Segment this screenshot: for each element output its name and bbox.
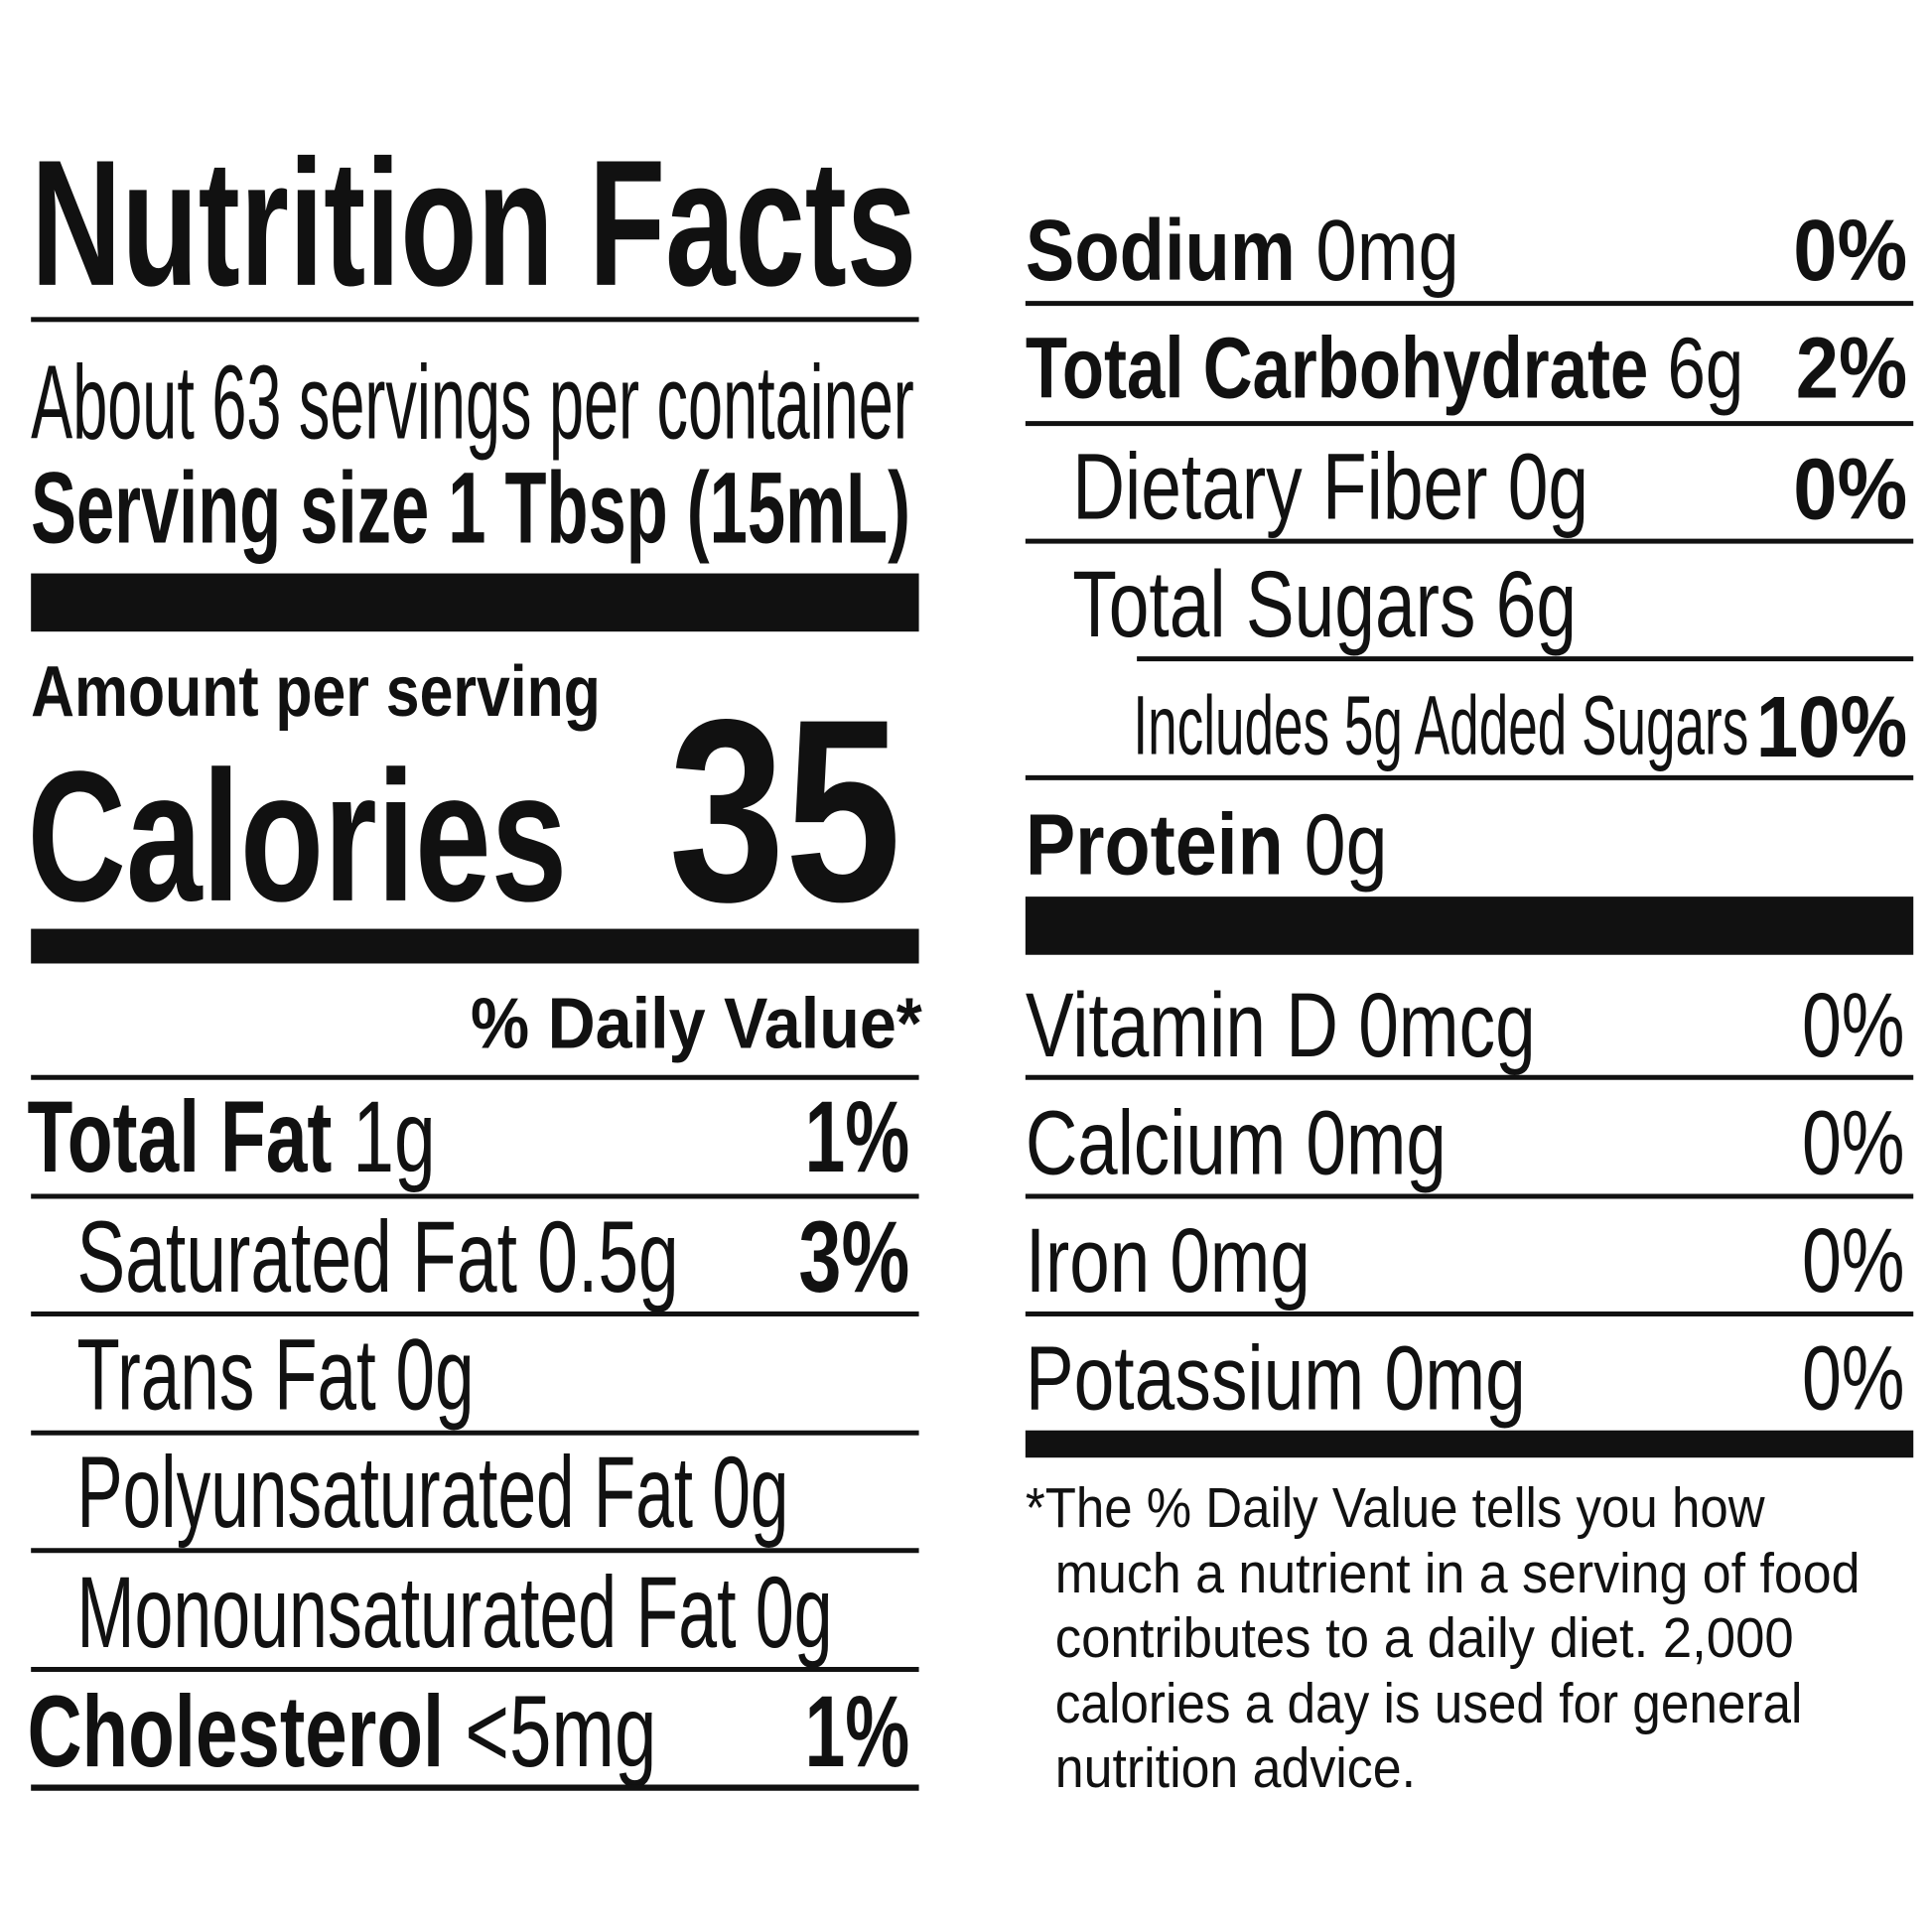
rule [1025,421,1914,427]
nutrient: Total Carbohydrate 6g [1026,325,1743,411]
nutrient-dv: 3% [799,1200,910,1314]
nutrient: Monounsaturated Fat 0g [76,1556,833,1670]
thick-bar [31,573,919,632]
footnote-line: nutrition advice. [1054,1735,1416,1800]
nutrient: Protein 0g [1026,801,1388,888]
daily-value-header: % Daily Value* [471,983,923,1064]
rule [1025,1193,1914,1199]
rule [31,1548,919,1554]
nutrient-dv: 0% [1793,202,1907,299]
thick-bar [1025,897,1914,955]
nutrient: Cholesterol <5mg [27,1681,656,1783]
nutrient-name: Protein [1025,796,1284,894]
amount-per-serving: Amount per serving [31,651,601,733]
nutrient-dv: 2% [1795,319,1907,417]
vitamin: Calcium 0mg [1025,1090,1447,1194]
nutrient-amount: <5mg [465,1675,657,1789]
nutrient-dv: 10% [1755,678,1907,775]
rule [31,1430,919,1436]
nutrient: Total Sugars 6g [1072,552,1578,658]
vitamin-dv: 0% [1802,1325,1905,1430]
thick-bar [1025,1430,1914,1458]
calories-value: 35 [668,664,901,956]
rule [1025,1074,1914,1080]
rule [31,317,919,323]
rule [1025,774,1914,780]
rule [1025,301,1914,307]
footnote-line: contributes to a daily diet. 2,000 [1054,1605,1794,1670]
nutrient: Includes 5g Added Sugars [1133,678,1749,773]
thick-bar [31,928,919,964]
serving-size-label: Serving size [31,452,430,565]
nutrient-amount: 0g [1304,796,1388,894]
rule [1025,538,1914,544]
vitamin: Vitamin D 0mcg [1025,973,1536,1076]
nutrient-amount: 0mg [1315,202,1459,299]
rule [31,1667,919,1672]
nutrient-name: Sodium [1025,202,1296,299]
nutrient: Polyunsaturated Fat 0g [76,1436,789,1550]
footnote-line: *The % Daily Value tells you how [1025,1475,1765,1540]
nutrient: Trans Fat 0g [76,1318,475,1432]
calories-label: Calories [27,732,568,940]
nutrient-dv: 0% [1793,441,1907,538]
rule [1025,1311,1914,1316]
serving-size-value: 1 Tbsp (15mL) [448,452,911,565]
nutrient-dv: 1% [805,1675,910,1789]
vitamin-dv: 0% [1802,1208,1905,1311]
nutrient: Total Fat 1g [27,1087,435,1188]
nutrient: Dietary Fiber 0g [1072,434,1589,540]
nutrient-dv: 1% [805,1080,910,1194]
nutrient-amount: 6g [1667,319,1744,417]
nutrient-name: Cholesterol [27,1675,445,1789]
nutrient-name: Total Carbohydrate [1025,319,1649,417]
vitamin-dv: 0% [1802,973,1905,1076]
servings: About 63 servings per container [31,344,914,463]
rule [31,1074,919,1080]
footnote-line: much a nutrient in a serving of food [1054,1542,1861,1605]
nutrient-name: Total Fat [27,1080,333,1194]
footnote-line: calories a day is used for general [1054,1671,1803,1735]
title: Nutrition Facts [31,122,917,324]
nutrient-amount: 1g [352,1080,436,1194]
rule [31,1311,919,1316]
rule [31,1193,919,1199]
rule [31,1784,919,1791]
rule [1137,656,1914,662]
vitamin: Iron 0mg [1025,1208,1311,1311]
nutrient: Sodium 0mg [1026,207,1459,293]
serving-size: Serving size 1 Tbsp (15mL) [31,458,910,560]
nutrient: Saturated Fat 0.5g [76,1200,679,1314]
vitamin: Potassium 0mg [1025,1325,1526,1430]
vitamin-dv: 0% [1802,1090,1905,1194]
